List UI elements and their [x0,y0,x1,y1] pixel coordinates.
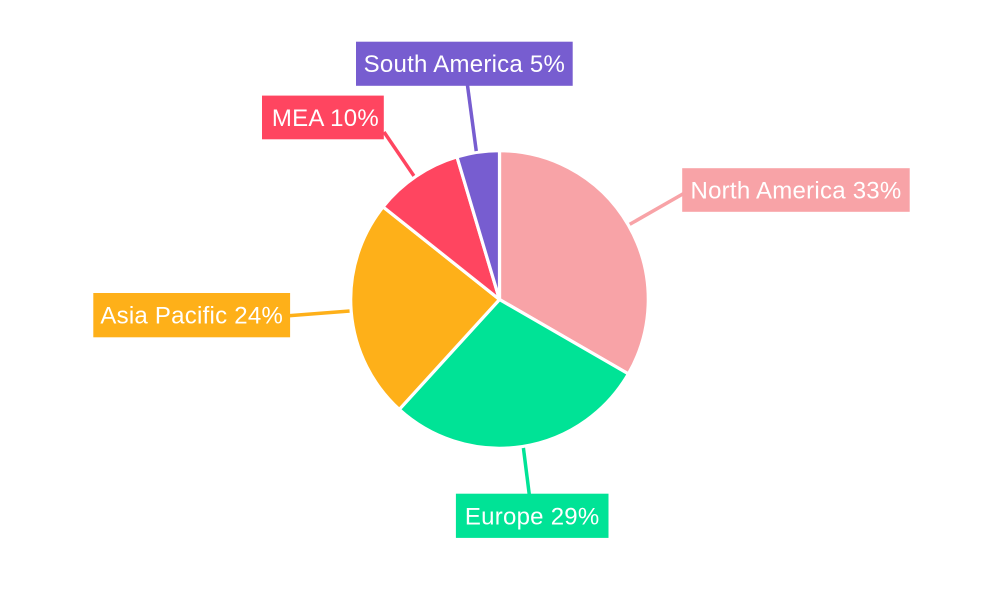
svg-text:South America 5%: South America 5% [364,51,565,78]
svg-text:Asia Pacific 24%: Asia Pacific 24% [100,303,283,330]
svg-text:MEA 10%: MEA 10% [272,105,379,132]
svg-text:North America 33%: North America 33% [690,178,901,205]
svg-text:Europe 29%: Europe 29% [465,503,600,530]
